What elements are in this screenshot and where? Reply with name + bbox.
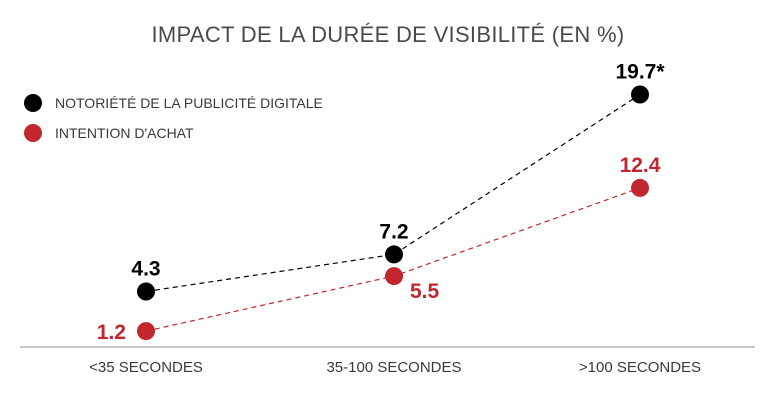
data-labels: 4.3 7.2 19.7* 1.2 5.5 12.4 bbox=[97, 61, 666, 345]
data-label-notoriete: 4.3 bbox=[131, 258, 160, 281]
data-point-notoriete bbox=[631, 85, 649, 104]
x-axis-ticks: <35 SECONDES 35-100 SECONDES >100 SECONDES bbox=[89, 359, 701, 376]
x-tick-label: >100 SECONDES bbox=[579, 359, 701, 376]
data-point-notoriete bbox=[385, 245, 403, 264]
legend-label-intention: INTENTION D'ACHAT bbox=[55, 125, 194, 141]
x-tick-label: 35-100 SECONDES bbox=[326, 359, 461, 376]
x-tick-label: <35 SECONDES bbox=[89, 359, 203, 376]
series-lines bbox=[145, 93, 641, 332]
data-label-intention: 5.5 bbox=[410, 280, 440, 303]
data-point-intention bbox=[385, 267, 403, 286]
legend-marker-intention bbox=[24, 124, 42, 142]
data-label-intention: 12.4 bbox=[620, 154, 661, 177]
data-point-intention bbox=[137, 322, 155, 341]
data-point-intention bbox=[631, 178, 649, 197]
series-points bbox=[137, 85, 649, 341]
data-label-notoriete: 7.2 bbox=[379, 220, 408, 243]
legend: NOTORIÉTÉ DE LA PUBLICITÉ DIGITALE INTEN… bbox=[24, 94, 323, 142]
data-point-notoriete bbox=[137, 282, 155, 301]
series-line-notoriete bbox=[145, 93, 641, 293]
legend-label-notoriete: NOTORIÉTÉ DE LA PUBLICITÉ DIGITALE bbox=[55, 95, 323, 111]
data-label-notoriete: 19.7* bbox=[615, 61, 665, 84]
legend-marker-notoriete bbox=[24, 94, 42, 112]
chart-title: IMPACT DE LA DURÉE DE VISIBILITÉ (EN %) bbox=[152, 22, 625, 47]
data-label-intention: 1.2 bbox=[97, 321, 126, 344]
